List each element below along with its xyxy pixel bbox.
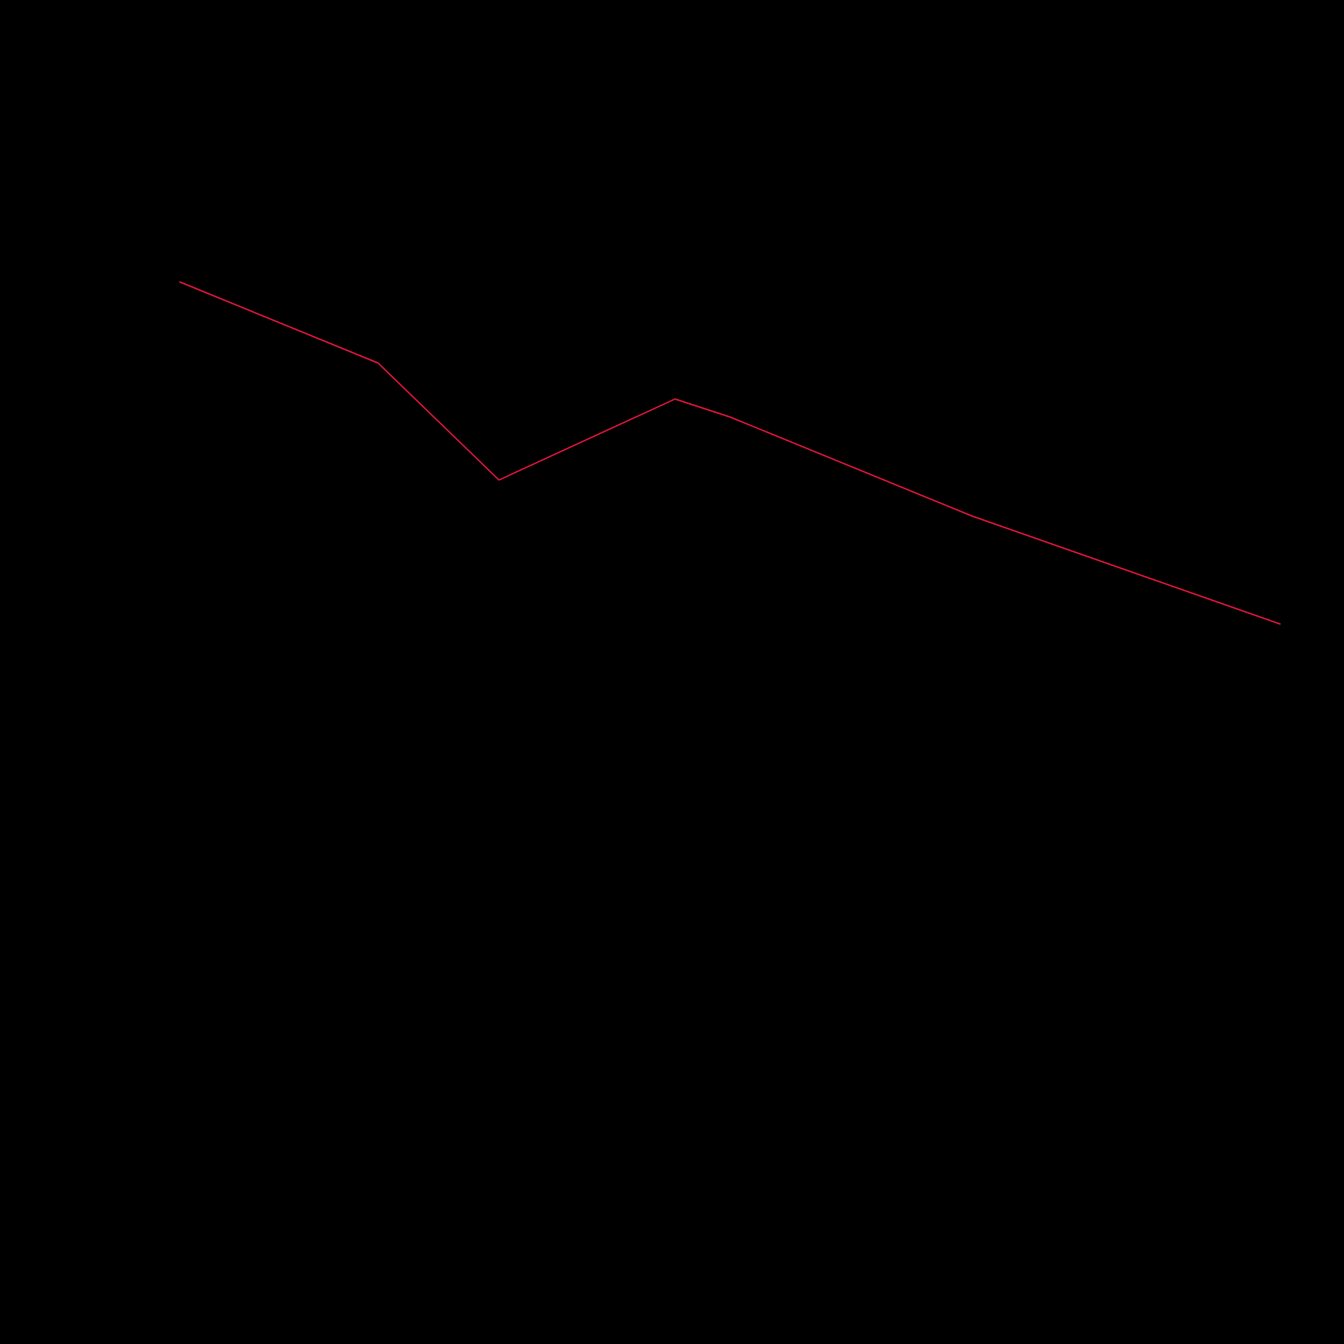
line-chart (0, 0, 1344, 1344)
chart-line-series-1 (180, 282, 1280, 624)
